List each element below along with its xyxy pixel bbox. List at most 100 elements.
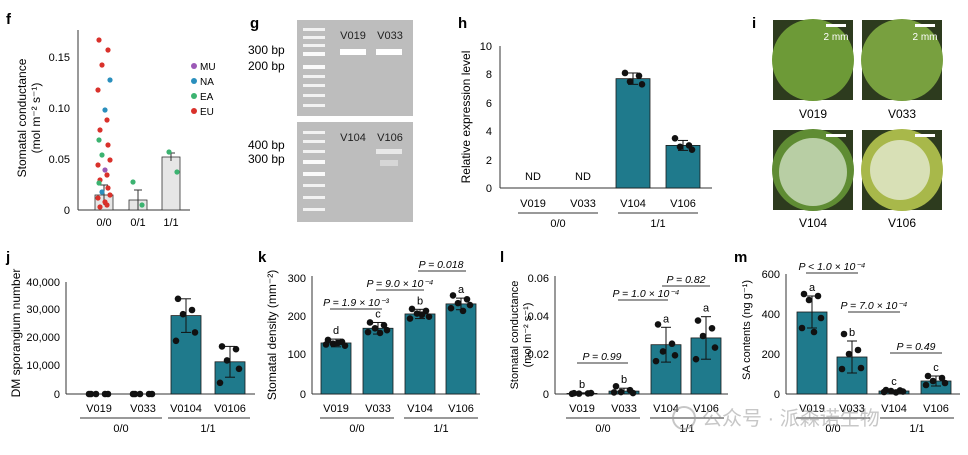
panel-letter: k bbox=[258, 249, 267, 266]
x-tick-label: V106 bbox=[693, 403, 719, 415]
legend-dot bbox=[191, 108, 197, 114]
data-point bbox=[922, 381, 930, 389]
group-label: 1/1 bbox=[433, 423, 448, 435]
data-point bbox=[899, 388, 907, 395]
lane-label: V019 bbox=[340, 30, 366, 42]
leaf-label: V104 bbox=[799, 216, 827, 230]
data-point bbox=[99, 62, 105, 68]
leaf-disc bbox=[861, 19, 943, 101]
data-point bbox=[148, 390, 156, 398]
data-point bbox=[92, 390, 100, 398]
data-point bbox=[418, 311, 426, 319]
data-point bbox=[668, 340, 676, 348]
x-tick-label: V033 bbox=[839, 403, 865, 415]
data-point bbox=[104, 117, 110, 123]
nd-label: ND bbox=[575, 171, 591, 183]
x-tick-label: V033 bbox=[365, 403, 391, 415]
legend-dot bbox=[191, 63, 197, 69]
data-point bbox=[223, 357, 231, 364]
significance-letter: a bbox=[663, 313, 670, 325]
data-point bbox=[102, 167, 108, 173]
y-tick-label: 0 bbox=[486, 183, 492, 195]
x-tick-label: V019 bbox=[86, 403, 112, 415]
scale-bar bbox=[826, 24, 846, 27]
x-tick-label: V019 bbox=[569, 403, 595, 415]
data-point bbox=[105, 47, 111, 53]
legend-label: NA bbox=[200, 77, 214, 88]
panel-j: j DM sporangium number 40,000 30,000 20,… bbox=[5, 249, 255, 435]
data-point bbox=[329, 340, 337, 348]
data-point bbox=[635, 72, 643, 80]
y-axis-unit: (mol m⁻² s⁻¹) bbox=[522, 303, 534, 368]
plot-marks: a b c c bbox=[796, 282, 952, 396]
significance-letter: c bbox=[375, 308, 381, 320]
data-point bbox=[136, 390, 144, 398]
leaf-disc bbox=[772, 19, 854, 101]
significance-letter: b bbox=[849, 327, 855, 339]
x-tick-label: V033 bbox=[130, 403, 156, 415]
data-point bbox=[104, 202, 110, 208]
bar bbox=[320, 342, 352, 395]
leaf-label: V033 bbox=[888, 107, 916, 121]
data-point bbox=[924, 372, 932, 380]
data-point bbox=[95, 162, 101, 168]
x-tick-label: V104 bbox=[881, 403, 907, 415]
panel-letter: f bbox=[6, 11, 12, 28]
bar bbox=[445, 303, 477, 395]
data-point bbox=[99, 152, 105, 158]
data-point bbox=[104, 390, 112, 398]
gel-band bbox=[340, 49, 366, 55]
data-point bbox=[235, 365, 243, 373]
data-point bbox=[102, 107, 108, 113]
data-point bbox=[107, 77, 113, 83]
data-point bbox=[887, 387, 895, 395]
significance-letter: c bbox=[891, 376, 897, 388]
panel-letter: h bbox=[458, 15, 467, 32]
group-label: 0/0 bbox=[349, 423, 364, 435]
p-value: P < 1.0 × 10⁻⁴ bbox=[799, 261, 866, 273]
x-tick-label: V019 bbox=[799, 403, 825, 415]
scale-bar bbox=[826, 134, 846, 137]
data-point bbox=[612, 382, 620, 390]
bp-marker-label: 300 bp bbox=[248, 152, 285, 166]
data-point bbox=[805, 296, 813, 304]
panel-i: i 2 mm V019 2 mm V033 V104 V106 bbox=[752, 15, 943, 230]
y-tick-label: 0.04 bbox=[528, 311, 549, 323]
data-point bbox=[218, 343, 226, 350]
plot-marks bbox=[615, 69, 701, 189]
p-value: P = 0.018 bbox=[419, 259, 464, 271]
panel-k: k Stomatal density (mm⁻²) 300 200 100 0 … bbox=[258, 249, 480, 435]
data-point bbox=[104, 172, 110, 178]
data-point bbox=[371, 324, 379, 332]
data-point bbox=[659, 348, 667, 355]
bar bbox=[362, 327, 394, 395]
data-point bbox=[617, 388, 625, 396]
gel-ladder bbox=[303, 28, 325, 107]
bp-marker-label: 200 bp bbox=[248, 59, 285, 73]
plot-marks bbox=[85, 295, 246, 398]
group-label: 1/1 bbox=[200, 423, 215, 435]
y-axis-unit: (mol m⁻² s⁻¹) bbox=[29, 83, 43, 154]
data-point bbox=[191, 329, 199, 336]
data-point bbox=[929, 377, 937, 385]
data-point bbox=[840, 330, 848, 338]
y-tick-label: 0 bbox=[774, 389, 780, 401]
significance-letter: a bbox=[703, 303, 710, 315]
scale-bar bbox=[915, 134, 935, 137]
x-tick-label: V019 bbox=[323, 403, 349, 415]
panel-letter: m bbox=[734, 249, 747, 266]
gel-ladder bbox=[303, 131, 325, 211]
group-label: 0/0 bbox=[550, 218, 565, 230]
lane-label: V106 bbox=[377, 132, 403, 144]
significance-letter: b bbox=[579, 379, 585, 391]
legend-label: MU bbox=[200, 62, 216, 73]
data-point bbox=[408, 305, 416, 313]
group-label: 0/0 bbox=[113, 423, 128, 435]
panel-l: l Stomatal conductance (mol m⁻² s⁻¹) 0.0… bbox=[500, 249, 728, 435]
x-tick-label: V106 bbox=[670, 198, 696, 210]
x-tick-label: V104 bbox=[653, 403, 679, 415]
data-point bbox=[97, 204, 103, 210]
data-point bbox=[699, 332, 707, 340]
data-point bbox=[568, 390, 576, 398]
data-point bbox=[941, 379, 949, 387]
